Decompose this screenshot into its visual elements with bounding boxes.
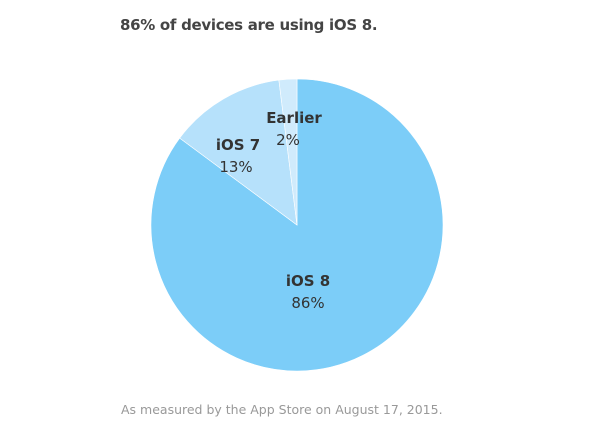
slice-ios7: [179, 79, 298, 226]
slice-earlier: [278, 78, 298, 226]
chart-title: 86% of devices are using iOS 8.: [120, 16, 378, 34]
label-ios7-value: 13%: [219, 158, 252, 176]
footnote: As measured by the App Store on August 1…: [121, 402, 443, 417]
label-ios7-name: iOS 7: [216, 136, 260, 154]
label-ios8-name: iOS 8: [286, 272, 330, 290]
label-ios8-value: 86%: [291, 294, 324, 312]
label-earlier-name: Earlier: [266, 109, 322, 127]
label-earlier-value: 2%: [276, 131, 300, 149]
